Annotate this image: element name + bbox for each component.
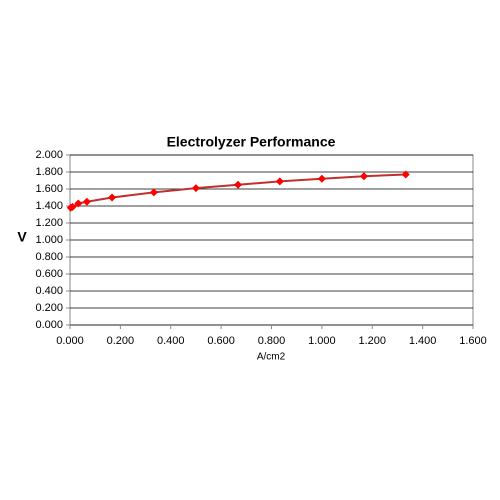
- data-point: [359, 172, 368, 181]
- y-tick-label: 1.400: [35, 200, 63, 212]
- data-point: [149, 188, 158, 197]
- y-tick-label: 0.000: [35, 319, 63, 331]
- y-tick-label: 0.600: [35, 268, 63, 280]
- x-tick-label: 1.000: [308, 335, 336, 347]
- x-axis-label: A/cm2: [257, 352, 286, 363]
- y-tick-label: 0.400: [35, 285, 63, 297]
- x-tick-label: 0.800: [258, 335, 286, 347]
- y-tick-label: 0.800: [35, 251, 63, 263]
- data-point: [68, 202, 77, 211]
- x-tick-label: 1.200: [358, 335, 386, 347]
- y-tick-label: 1.200: [35, 217, 63, 229]
- data-point: [82, 197, 91, 206]
- data-point: [275, 177, 284, 186]
- data-point: [401, 170, 410, 179]
- y-axis-label: V: [17, 229, 27, 245]
- y-tick-label: 1.000: [35, 234, 63, 246]
- x-tick-label: 0.400: [157, 335, 185, 347]
- y-tick-label: 1.600: [35, 183, 63, 195]
- chart-title: Electrolyzer Performance: [167, 134, 336, 150]
- y-tick-label: 1.800: [35, 166, 63, 178]
- data-point: [108, 193, 117, 202]
- data-point: [234, 180, 243, 189]
- x-tick-label: 0.600: [207, 335, 235, 347]
- x-tick-label: 1.400: [409, 335, 437, 347]
- y-tick-label: 2.000: [35, 149, 63, 161]
- y-tick-label: 0.200: [35, 302, 63, 314]
- x-tick-label: 1.600: [459, 335, 487, 347]
- data-point: [191, 184, 200, 193]
- data-point: [74, 199, 83, 208]
- x-tick-label: 0.000: [56, 335, 84, 347]
- x-tick-label: 0.200: [107, 335, 135, 347]
- data-point: [317, 174, 326, 183]
- data-line: [70, 173, 406, 209]
